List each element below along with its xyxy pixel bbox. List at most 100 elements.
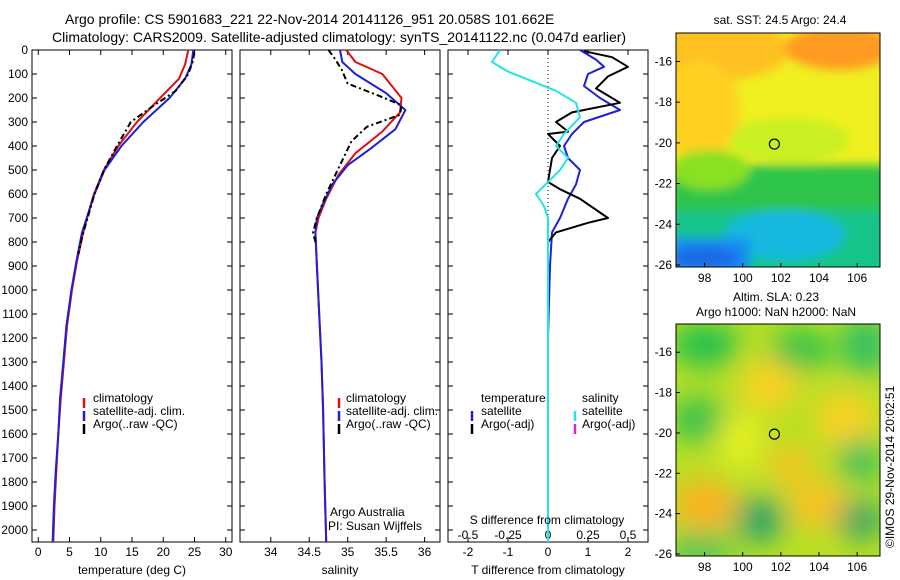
map-y-tick-label: -24: [655, 507, 673, 521]
y-tick-label: 1300: [1, 355, 28, 369]
x-tick-label: 10: [94, 545, 108, 559]
map-x-tick-label: 102: [771, 560, 791, 574]
x-tick-label: 35: [341, 545, 355, 559]
argo-location-marker: [768, 138, 780, 150]
x-tick-label: 20: [157, 545, 171, 559]
y-tick-label: 1600: [1, 427, 28, 441]
legend-label-temp-satellite: satellite: [481, 404, 522, 418]
y-tick-label: 400: [8, 139, 28, 153]
map-x-tick-label: 98: [698, 271, 712, 285]
map-y-tick-label: -22: [655, 177, 673, 191]
figure-title-line2: Climatology: CARS2009. Satellite-adjuste…: [52, 29, 626, 45]
map-x-tick-label: 98: [698, 560, 712, 574]
y-tick-label: 2000: [1, 523, 28, 537]
map-y-tick-label: -24: [655, 217, 673, 231]
x-tick-label: 0: [545, 545, 552, 559]
legend-title-salinity: salinity: [582, 391, 619, 405]
x-tick-label: 34: [264, 545, 278, 559]
map-y-tick-label: -16: [655, 345, 673, 359]
x-axis-label: salinity: [322, 563, 359, 577]
y-tick-label: 0: [21, 43, 28, 57]
x-tick-label: 0: [35, 545, 42, 559]
x-tick-label: -2: [463, 545, 474, 559]
salinity-panel: 34 34.5 35 35.5 36 salinity: [239, 49, 441, 577]
x-tick-label: 34.5: [298, 545, 322, 559]
y-tick-label: 1100: [2, 307, 28, 321]
series-argo-raw-qc: [312, 49, 403, 243]
map-y-tick-label: -20: [655, 136, 673, 150]
x-tick-label: 25: [188, 545, 202, 559]
map-y-tick-label: -16: [655, 54, 673, 68]
legend-label-climatology: climatology: [346, 391, 406, 405]
series-satellite-adj-clim: [314, 49, 407, 543]
series-satellite-adj-clim: [51, 49, 195, 543]
legend-label-sal-satellite: satellite: [582, 404, 623, 418]
s-difference-label: S difference from climatology: [470, 513, 625, 527]
x-tick-label: 5: [66, 545, 73, 559]
map-y-tick-label: -26: [655, 258, 673, 272]
series-argo-raw-qc: [77, 52, 196, 255]
y-tick-label: 100: [8, 67, 28, 81]
plot-frame: [239, 49, 441, 543]
difference-panel: -2 -1 0 1 2T difference from climatology -0.5…: [447, 49, 649, 577]
map-y-tick-label: -20: [655, 426, 673, 440]
s-tick-label: -0.25: [494, 528, 522, 542]
x-tick-label: 2: [625, 545, 632, 559]
plot-frame: [31, 49, 233, 543]
s-tick-label: -0.5: [458, 528, 479, 542]
map-x-tick-label: 106: [847, 271, 867, 285]
x-tick-label: 1: [585, 545, 592, 559]
y-tick-label: 1200: [1, 331, 28, 345]
y-tick-label: 300: [8, 115, 28, 129]
legend-label-climatology: climatology: [93, 391, 153, 405]
argo-location-marker: [768, 428, 780, 440]
x-tick-label: 15: [125, 545, 139, 559]
sla-map: 98 100 102 104 106 -16 -18 -20 -22 -24 -26: [655, 323, 881, 574]
legend-label-argo: Argo(..raw -QC): [346, 417, 431, 431]
x-tick-label: 30: [219, 545, 233, 559]
temperature-legend: climatology satellite-adj. clim. Argo(..…: [82, 391, 185, 434]
legend-label-sal-argo: Argo(-adj): [582, 417, 635, 431]
map-x-tick-label: 100: [733, 271, 753, 285]
map-x-tick-label: 104: [809, 560, 829, 574]
credit-argo-australia: Argo Australia: [330, 505, 405, 519]
sst-map: 98 100 102 104 106 -16 -18 -20 -22 -24 -26: [655, 32, 881, 285]
map-x-tick-label: 100: [733, 560, 753, 574]
y-tick-label: 500: [8, 163, 28, 177]
x-axis-label: T difference from climatology: [471, 563, 625, 577]
temperature-panel: 0 5 10 15 20 25 300100200300400500600700800900…: [1, 43, 232, 577]
y-tick-label: 800: [8, 235, 28, 249]
map-y-tick-label: -18: [655, 95, 673, 109]
y-tick-label: 700: [8, 211, 28, 225]
map-y-tick-label: -22: [655, 466, 673, 480]
y-tick-label: 600: [8, 187, 28, 201]
series-salinity-satellite: [491, 49, 581, 542]
y-tick-label: 1400: [1, 379, 28, 393]
map-x-tick-label: 102: [771, 271, 791, 285]
legend-label-satellite-adj: satellite-adj. clim.: [93, 404, 185, 418]
y-tick-label: 1900: [1, 499, 28, 513]
map-x-tick-label: 106: [847, 560, 867, 574]
x-tick-label: 35.5: [374, 545, 398, 559]
x-tick-label: -1: [503, 545, 514, 559]
x-axis-label: temperature (deg C): [78, 563, 186, 577]
y-tick-label: 1800: [1, 475, 28, 489]
map-y-tick-label: -26: [655, 547, 673, 561]
legend-title-temperature: temperature: [481, 391, 546, 405]
difference-legend: temperature salinity satellite Argo(-adj…: [470, 391, 636, 527]
series-temperature-satellite: [547, 49, 621, 542]
y-tick-label: 1700: [1, 451, 28, 465]
sla-map-title: Altim. SLA: 0.23: [733, 290, 819, 304]
imos-timestamp: ©IMOS 29-Nov-2014 20:02:51: [883, 385, 897, 548]
y-tick-label: 200: [8, 91, 28, 105]
legend-label-satellite-adj: satellite-adj. clim.: [346, 404, 438, 418]
figure-title-line1: Argo profile: CS 5901683_221 22-Nov-2014…: [65, 11, 554, 27]
y-tick-label: 1000: [1, 283, 28, 297]
series-temperature-argo-adj: [547, 50, 629, 243]
x-tick-label: 36: [418, 545, 432, 559]
y-tick-label: 1500: [1, 403, 28, 417]
s-tick-label: 0.25: [576, 528, 600, 542]
salinity-legend: climatology satellite-adj. clim. Argo(..…: [328, 391, 438, 533]
sla-map-subtitle: Argo h1000: NaN h2000: NaN: [696, 305, 856, 319]
